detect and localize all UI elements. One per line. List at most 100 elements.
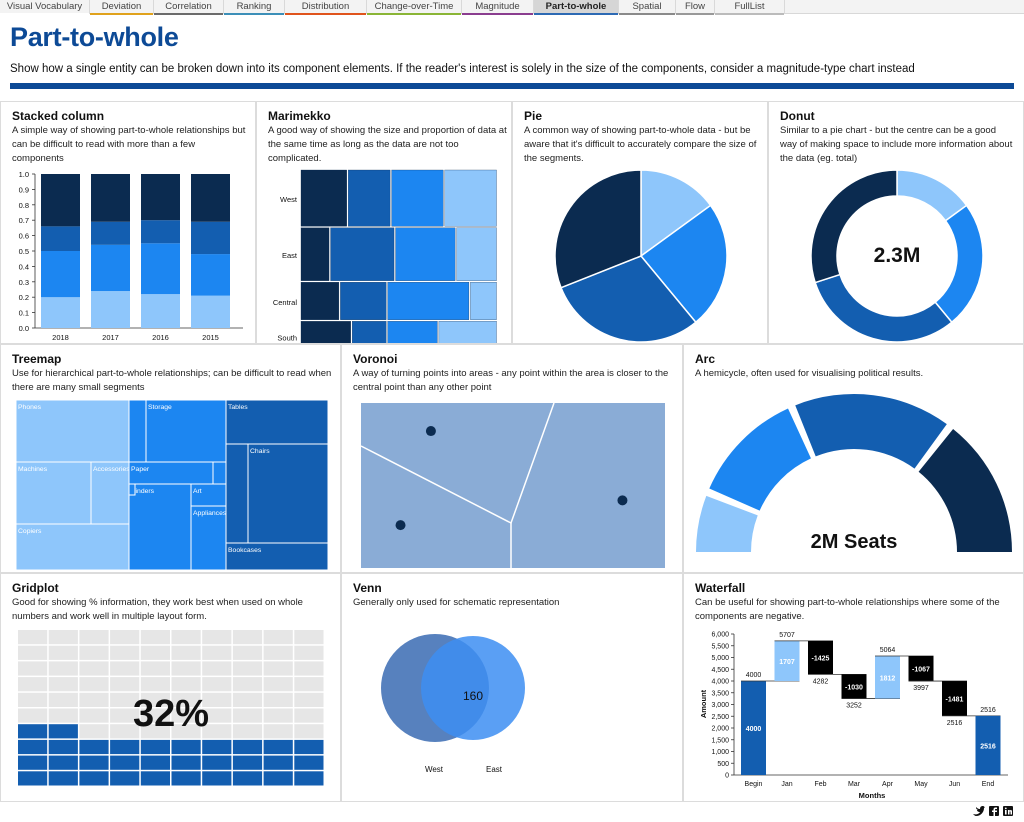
treemap-label: Copiers [18,528,42,535]
tab-color-bar [0,13,89,15]
grid-cell [232,692,263,707]
waterfall-chart: 6,000 5,500 5,000 4,500 4,000 3,500 3,000 2,500… [699,632,1008,800]
tab-label: Visual Vocabulary [6,1,83,12]
tab-change-over-time[interactable]: Change-over-Time [367,0,462,15]
tab-part-to-whole[interactable]: Part-to-whole [534,0,619,15]
grid-cell [171,677,201,692]
grid-cell [140,755,170,770]
x-tick-label: Feb [814,781,826,788]
page-header: Part-to-whole Show how a single entity c… [10,22,1014,75]
tab-fulllist[interactable]: FullList [715,0,785,15]
arc-segment [696,495,758,552]
grid-cell [202,630,232,645]
grid-cell [79,724,109,739]
x-tick-label: End [982,781,995,788]
tab-color-bar [224,13,284,15]
y-tick-label: 0.5 [19,247,29,256]
grid-cell [294,677,324,692]
marimekko-cell [300,227,330,281]
grid-cell [171,739,201,755]
facebook-icon[interactable] [989,806,999,816]
gridplot-center-label: 32% [133,693,209,735]
grid-cell [232,645,263,660]
waterfall-total-label: 3997 [913,685,929,692]
grid-cell [18,677,48,692]
treemap-chart: Phones Machines Accessories Copiers Storage P… [15,399,329,571]
grid-cell [263,677,293,692]
voronoi-point [425,426,436,437]
tab-color-bar [90,13,153,15]
grid-cell [171,724,201,739]
grid-cell [79,630,109,645]
grid-cell [18,645,48,660]
grid-cell [18,724,48,739]
bar-segment [41,174,80,227]
grid-cell [263,645,293,660]
twitter-icon[interactable] [973,806,985,816]
x-tick-label: 2016 [152,333,169,342]
card-stacked-column[interactable]: Stacked column A simple way of showing p… [0,101,256,344]
linkedin-icon[interactable] [1003,806,1013,816]
bar-segment [91,174,130,222]
arc-segment [918,428,1012,552]
waterfall-bar [908,655,934,682]
treemap-label: Phones [18,404,42,411]
tab-label: Distribution [301,1,350,12]
tab-ranking[interactable]: Ranking [224,0,285,15]
bar-segment [191,295,230,328]
waterfall-total-label: 2516 [947,720,963,727]
card-title: Treemap [12,352,62,366]
grid-cell [202,708,232,723]
y-axis-title: Amount [699,689,708,718]
grid-cell [202,645,232,660]
donut-slice [814,273,953,343]
tab-spatial[interactable]: Spatial [619,0,676,15]
grid-cell [171,661,201,676]
card-marimekko[interactable]: Marimekko A good way of showing the size… [256,101,512,344]
grid-cell [263,739,293,755]
card-gridplot[interactable]: Gridplot Good for showing % information,… [0,573,341,802]
waterfall-bar [942,681,967,716]
y-tick-label: 4,500 [711,667,729,674]
x-tick-label: 2017 [102,333,119,342]
tab-label: Magnitude [475,1,520,12]
grid-cell [48,692,78,707]
marimekko-cell [340,282,387,320]
card-title: Pie [524,109,543,123]
waterfall-bar [841,674,867,699]
tab-flow[interactable]: Flow [676,0,715,15]
y-tick-label: 500 [717,761,729,768]
tab-label: FullList [734,1,765,12]
grid-cell [140,708,170,723]
card-waterfall[interactable]: Waterfall Can be useful for showing part… [683,573,1024,802]
waterfall-bar [975,715,1001,775]
tab-magnitude[interactable]: Magnitude [462,0,534,15]
y-tick-label: 0.1 [19,309,29,318]
grid-cell [202,677,232,692]
tab-distribution[interactable]: Distribution [285,0,367,15]
y-tick-label: 4,000 [711,679,729,686]
marimekko-row-label: Central [273,298,298,307]
grid-cell [140,724,170,739]
grid-cell [110,692,140,707]
grid-cell [110,708,140,723]
grid-cell [294,755,324,770]
card-venn[interactable]: Venn Generally only used for schematic r… [341,573,683,802]
card-arc[interactable]: Arc A hemicycle, often used for visualis… [683,344,1024,573]
tab-label: Part-to-whole [545,1,607,12]
tab-visual-vocabulary[interactable]: Visual Vocabulary [0,0,90,15]
grid-cell [110,677,140,692]
tab-correlation[interactable]: Correlation [154,0,224,15]
grid-cell [263,692,293,707]
grid-cell [79,692,109,707]
card-donut[interactable]: Donut Similar to a pie chart - but the c… [768,101,1024,344]
waterfall-bar [875,655,900,699]
card-treemap[interactable]: Treemap Use for hierarchical part-to-who… [0,344,341,573]
grid-cell [140,645,170,660]
tab-deviation[interactable]: Deviation [90,0,154,15]
tab-color-bar [285,13,366,15]
card-voronoi[interactable]: Voronoi A way of turning points into are… [341,344,683,573]
card-title: Voronoi [353,352,398,366]
marimekko-row-label: West [280,195,298,204]
card-pie[interactable]: Pie A common way of showing part-to-whol… [512,101,768,344]
